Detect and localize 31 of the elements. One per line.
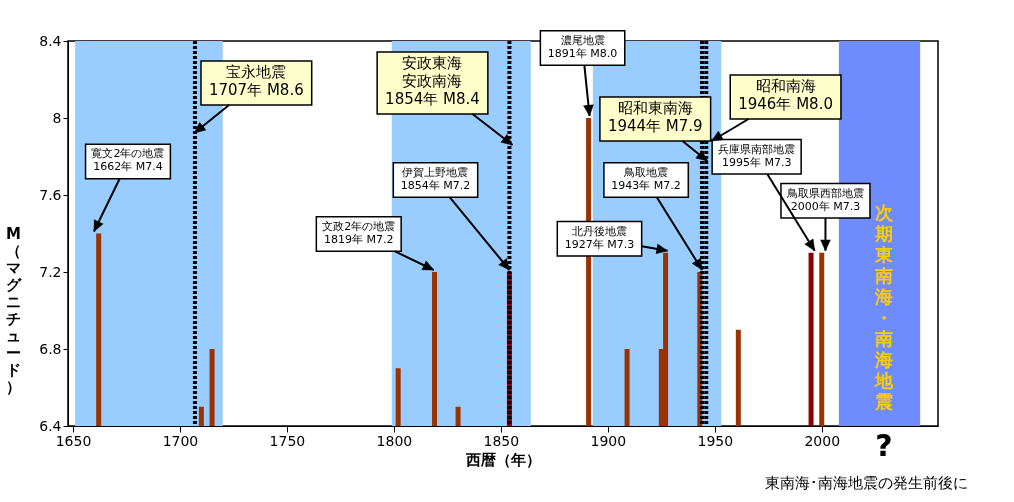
annotation: 北丹後地震 1927年 M7.3 [564,224,635,251]
x-tick-label: 1800 [376,432,413,449]
annotation: 鳥取地震 1943年 M7.2 [611,165,681,192]
x-tick-label: 1850 [483,432,520,449]
y-tick-label: 6.8 [39,340,62,357]
text: 次期東南海・南海地震 [874,201,893,412]
y-tick-label: 8.4 [39,32,62,49]
ref-line-label: 宝永地震 1707年 M8.6 [208,63,304,99]
annotation: 兵庫県南部地震 1995年 M7.3 [718,142,796,169]
text: M（マグニチュード） [6,225,21,396]
annotation: 鳥取県西部地震 2000年 M7.3 [785,186,864,213]
text: 東南海･南海地震の発生前後に [765,474,968,492]
x-tick-label: 1950 [697,432,734,449]
text: ? [875,428,893,463]
y-tick-label: 7.2 [39,263,62,280]
y-tick-label: 8 [52,109,62,126]
y-tick-label: 7.6 [39,186,62,203]
annotation: 伊賀上野地震 1854年 M7.2 [400,165,471,192]
ref-line-label: 昭和東南海 1944年 M7.9 [607,99,703,135]
x-tick-label: 1900 [590,432,627,449]
y-tick-label: 6.4 [39,417,62,434]
x-tick-label: 1650 [55,432,92,449]
x-axis-title: 西暦（年） [465,450,541,469]
ref-line-label: 安政東海安政南海 1854年 M8.4 [385,54,480,108]
ref-line-label: 昭和南海 1946年 M8.0 [738,77,833,113]
annotation: 濃尾地震 1891年 M8.0 [547,33,618,60]
x-tick-label: 1700 [162,432,199,449]
x-tick-label: 2000 [804,432,841,449]
annotation: 寛文2年の地震 1662年 M7.4 [91,147,165,174]
x-tick-label: 1750 [269,432,306,449]
annotation: 文政2年の地震 1819年 M7.2 [322,219,396,246]
